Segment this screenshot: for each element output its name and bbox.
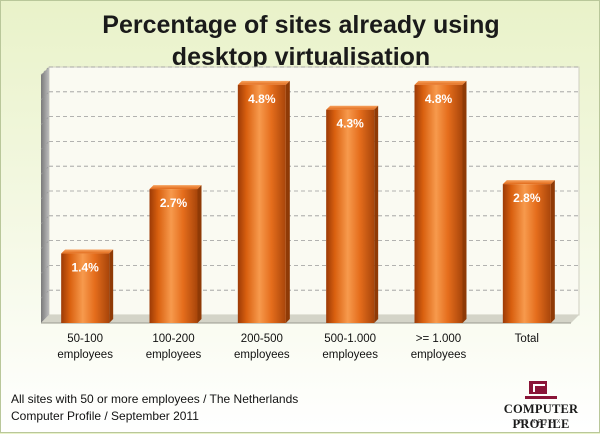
bar-side <box>462 80 467 323</box>
bar-top <box>61 249 114 254</box>
x-tick-label: employees <box>234 349 290 361</box>
plot-area <box>41 66 580 324</box>
x-tick-label: Total <box>515 333 539 345</box>
logo-name: COMPUTER PROFILE <box>503 402 579 431</box>
data-label: 2.7% <box>160 196 188 210</box>
data-label: 2.8% <box>513 191 541 205</box>
bar <box>502 184 551 323</box>
bar-top <box>149 185 202 190</box>
bar-top <box>502 180 555 185</box>
bar <box>61 253 110 323</box>
x-tick-label: employees <box>322 349 378 361</box>
bar <box>149 189 198 323</box>
gridline-side <box>40 215 50 225</box>
bar-top <box>414 80 467 85</box>
gridline-side <box>40 289 50 299</box>
x-tick-label: 200-500 <box>241 333 283 345</box>
gridline-side <box>40 116 50 125</box>
logo-sub: BENELUX <box>518 419 564 425</box>
x-tick-label: 100-200 <box>152 333 194 345</box>
bars-group <box>61 80 555 323</box>
data-labels-group: 1.4% 2.7% 4.8% 4.3% 4.8% 2.8% <box>71 92 540 275</box>
gridline-side <box>40 190 50 200</box>
x-tick-label: 50-100 <box>67 333 103 345</box>
footnote: All sites with 50 or more employees / Th… <box>11 391 298 425</box>
bar <box>237 84 286 323</box>
footnote-line-1: All sites with 50 or more employees / Th… <box>11 392 299 406</box>
x-tick-label: employees <box>146 349 202 361</box>
bar <box>414 84 463 323</box>
x-tick-label: 500-1.000 <box>324 333 376 345</box>
bar <box>326 109 375 323</box>
bar-side <box>374 105 379 323</box>
computer-profile-logo: COMPUTER PROFILE BENELUX <box>491 378 591 431</box>
data-label: 1.4% <box>71 261 99 275</box>
bar-side <box>550 180 555 323</box>
chart-title-line-1: Percentage of sites already using <box>102 11 500 39</box>
bar-side <box>109 249 114 323</box>
data-label: 4.3% <box>336 117 364 131</box>
chart-title: Percentage of sites already using deskto… <box>1 9 600 73</box>
bar-side <box>285 80 290 323</box>
gridline-side <box>40 66 50 76</box>
data-label: 4.8% <box>425 92 453 106</box>
footnote-line-2: Computer Profile / September 2011 <box>11 409 199 423</box>
bar-side <box>197 185 202 323</box>
x-tick-labels-group: 50-100 employees 100-200 employees 200-500 em… <box>57 333 539 361</box>
bar-top <box>237 80 290 85</box>
x-tick-label: >= 1.000 <box>416 333 461 345</box>
plot-floor <box>41 315 579 323</box>
gridline-side <box>40 165 50 175</box>
logo-monitor-icon <box>525 381 557 399</box>
gridlines <box>40 66 579 299</box>
x-tick-label: employees <box>57 349 113 361</box>
gridline-side <box>40 141 50 150</box>
bar-top <box>326 105 379 110</box>
data-label: 4.8% <box>248 92 276 106</box>
x-tick-label: employees <box>411 349 467 361</box>
gridline-side <box>40 91 50 101</box>
gridline-side <box>40 265 50 274</box>
gridline-side <box>40 240 50 249</box>
chart-title-line-2: desktop virtualisation <box>171 43 431 71</box>
